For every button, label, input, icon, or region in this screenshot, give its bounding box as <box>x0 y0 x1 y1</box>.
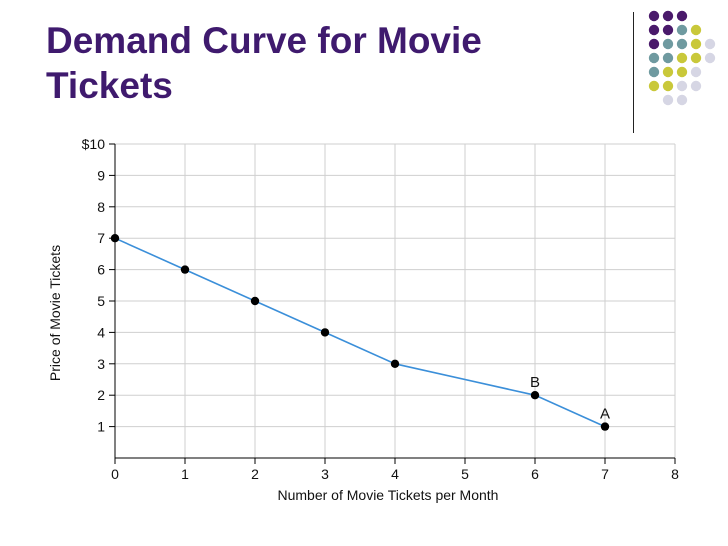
decorative-dot <box>662 10 674 22</box>
decorative-dot <box>648 80 660 92</box>
decorative-dot <box>676 94 688 106</box>
data-point <box>390 359 400 368</box>
decorative-dot <box>676 38 688 50</box>
decorative-dot <box>704 52 716 64</box>
y-tick-label: 7 <box>97 230 105 246</box>
decorative-dot <box>704 38 716 50</box>
y-tick-label: 5 <box>97 293 105 309</box>
decorative-dot <box>648 66 660 78</box>
x-axis-title: Number of Movie Tickets per Month <box>278 487 499 503</box>
decorative-dot <box>662 38 674 50</box>
point-label-a: A <box>600 406 610 423</box>
x-tick-label: 8 <box>671 466 679 482</box>
decorative-dot <box>676 24 688 36</box>
x-tick-label: 1 <box>181 466 189 482</box>
decorative-dot <box>662 24 674 36</box>
y-tick-label: 6 <box>97 262 105 278</box>
y-tick-label: 8 <box>97 199 105 215</box>
slide-title: Demand Curve for Movie Tickets <box>46 18 606 108</box>
y-tick-label: 4 <box>97 324 105 340</box>
point-label-b: B <box>530 374 540 391</box>
decorative-dot <box>690 66 702 78</box>
y-tick-label: 9 <box>97 167 105 183</box>
x-tick-label: 7 <box>601 466 609 482</box>
decorative-dot <box>676 52 688 64</box>
decorative-dot <box>676 10 688 22</box>
x-tick-label: 0 <box>111 466 119 482</box>
decorative-dot <box>662 52 674 64</box>
decorative-dot-grid <box>648 10 716 106</box>
decorative-dot <box>648 38 660 50</box>
decorative-dot <box>648 52 660 64</box>
data-point <box>530 391 540 400</box>
slide-title-line2: Tickets <box>46 65 173 106</box>
data-point <box>250 296 260 306</box>
decorative-dot <box>690 52 702 64</box>
x-tick-label: 5 <box>461 466 469 482</box>
decorative-dot <box>690 80 702 92</box>
decorative-dot <box>690 38 702 50</box>
x-tick-label: 3 <box>321 466 329 482</box>
decorative-dot <box>662 66 674 78</box>
y-tick-label: 3 <box>97 356 105 372</box>
y-tick-label: 1 <box>97 419 105 435</box>
data-point <box>320 328 330 337</box>
decorative-dot <box>648 10 660 22</box>
data-point <box>180 265 190 274</box>
data-point <box>600 422 610 431</box>
decorative-dot <box>676 80 688 92</box>
data-point <box>110 234 120 243</box>
decorative-dot <box>648 24 660 36</box>
x-tick-label: 4 <box>391 466 399 482</box>
decorative-dot <box>662 94 674 106</box>
decorative-vertical-rule <box>633 12 634 133</box>
x-tick-label: 6 <box>531 466 539 482</box>
decorative-dot <box>676 66 688 78</box>
y-tick-label: 2 <box>97 387 105 403</box>
x-tick-label: 2 <box>251 466 259 482</box>
y-tick-label: $10 <box>82 136 106 152</box>
y-axis-title: Price of Movie Tickets <box>47 245 63 381</box>
decorative-dot <box>662 80 674 92</box>
slide-title-line1: Demand Curve for Movie <box>46 20 482 61</box>
decorative-dot <box>690 24 702 36</box>
